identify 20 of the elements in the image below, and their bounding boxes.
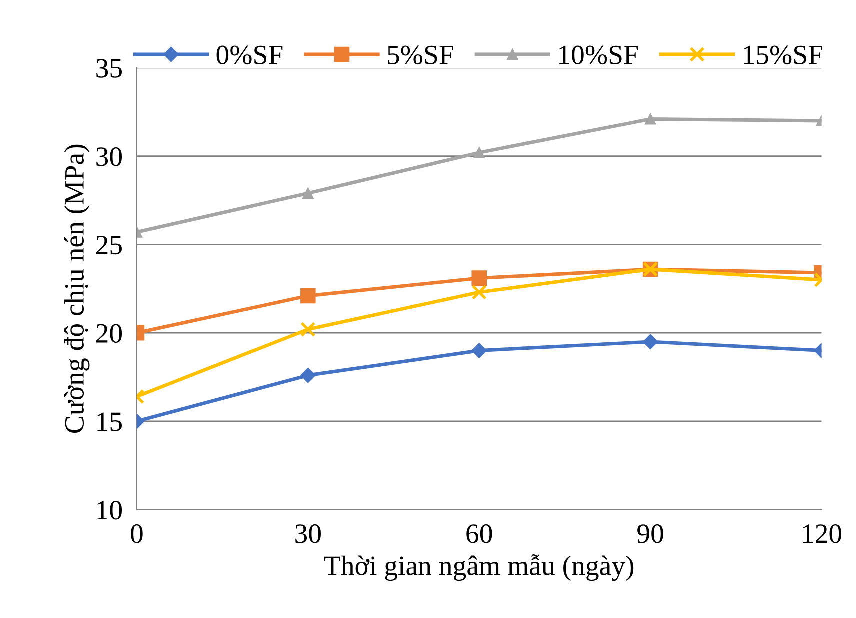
point [472, 270, 487, 286]
y-tick-label: 30 [96, 148, 122, 166]
point [472, 343, 487, 358]
x-tick-label: 30 [296, 524, 321, 544]
y-tick-label: 25 [96, 236, 122, 255]
legend-label: 0%SF [216, 46, 283, 65]
legend-label: 15%SF [744, 46, 823, 65]
y-tick-label: 20 [96, 324, 122, 344]
y-tick-label: 35 [96, 59, 122, 78]
x-tick-label: 60 [466, 524, 492, 544]
point [474, 147, 485, 158]
x-tick-label: 90 [638, 524, 664, 544]
x-axis-title: Thời gian ngâm mẫu (ngày) [324, 554, 634, 582]
y-tick-label: 15 [98, 412, 122, 432]
x-tick-label: 0 [131, 524, 143, 544]
y-axis-title: Cường độ chịu nén (MPa) [64, 144, 90, 434]
y-tick-label: 10 [98, 501, 122, 520]
legend-label: 10%SF [560, 46, 638, 65]
legend-label: 5%SF [388, 46, 454, 65]
x-tick-label: 120 [803, 524, 842, 544]
